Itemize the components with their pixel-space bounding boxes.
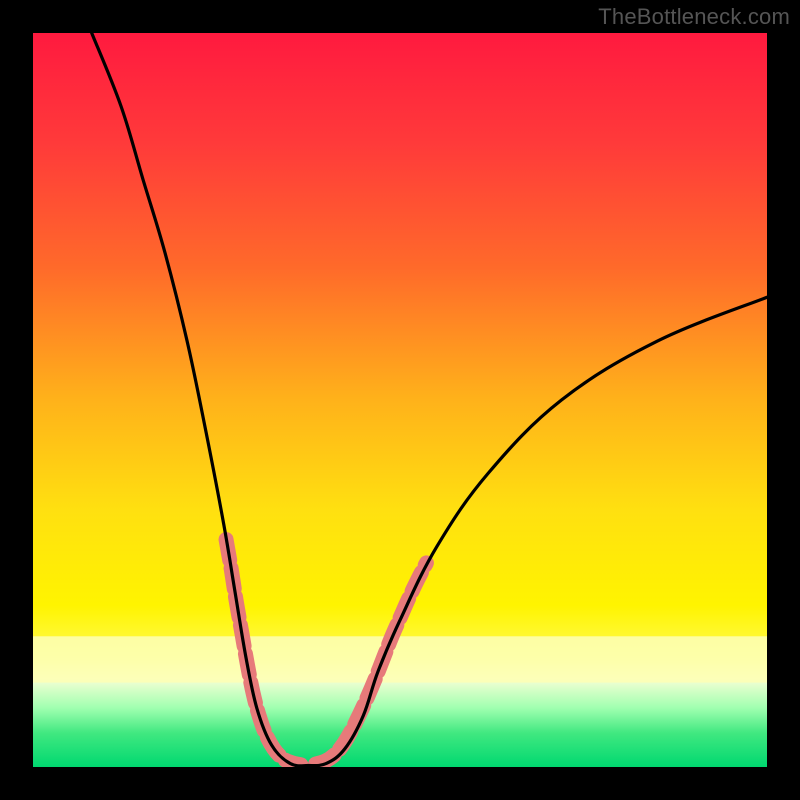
plot-area [33, 33, 767, 767]
figure-stage: TheBottleneck.com [0, 0, 800, 800]
watermark-text: TheBottleneck.com [598, 4, 790, 30]
background-gradient [33, 33, 767, 767]
